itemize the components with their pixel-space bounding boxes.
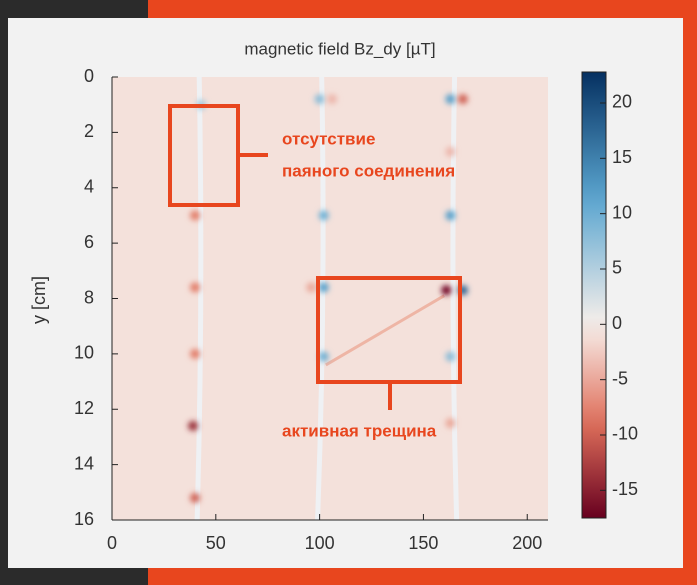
spot [190,282,200,292]
x-tick-label: 200 [512,533,542,553]
spot [190,210,200,220]
spot [319,352,329,362]
x-tick-label: 150 [408,533,438,553]
spot [306,282,316,292]
chart-title: magnetic field Bz_dy [µT] [244,39,435,58]
spot [319,210,329,220]
x-tick-label: 50 [206,533,226,553]
annotation: активная трещина [282,421,437,440]
colorbar-tick-label: -10 [612,424,638,444]
spot [441,285,451,295]
page: {"chart_data": {"type": "heatmap", "titl… [0,0,697,585]
y-tick-label: 6 [84,232,94,252]
spot [327,94,337,104]
y-tick-label: 8 [84,287,94,307]
spot [319,282,329,292]
colorbar-tick-label: -15 [612,479,638,499]
y-axis-label: y [cm] [29,276,49,324]
y-tick-label: 16 [74,509,94,529]
y-tick-label: 10 [74,343,94,363]
spot [190,493,200,503]
y-tick-label: 14 [74,453,94,473]
spot [445,94,455,104]
y-tick-label: 12 [74,398,94,418]
spot [445,147,455,157]
y-tick-label: 0 [84,66,94,86]
spot [458,94,468,104]
colorbar [582,72,606,518]
colorbar-tick-label: 20 [612,92,632,112]
annotation: паяного соединения [282,161,455,180]
y-tick-label: 4 [84,177,94,197]
spot [445,210,455,220]
colorbar-tick-label: 10 [612,202,632,222]
annotation: отсутствие [282,129,375,148]
colorbar-tick-label: 15 [612,147,632,167]
x-tick-label: 0 [107,533,117,553]
colorbar-tick-label: -5 [612,368,628,388]
spot [315,94,325,104]
spot [190,349,200,359]
spot [445,418,455,428]
y-tick-label: 2 [84,121,94,141]
spot [445,352,455,362]
figure: magnetic field Bz_dy [µT] y [cm] отсутст… [0,0,697,585]
colorbar-tick-label: 0 [612,313,622,333]
x-tick-label: 100 [305,533,335,553]
colorbar-tick-label: 5 [612,258,622,278]
spot [188,421,198,431]
